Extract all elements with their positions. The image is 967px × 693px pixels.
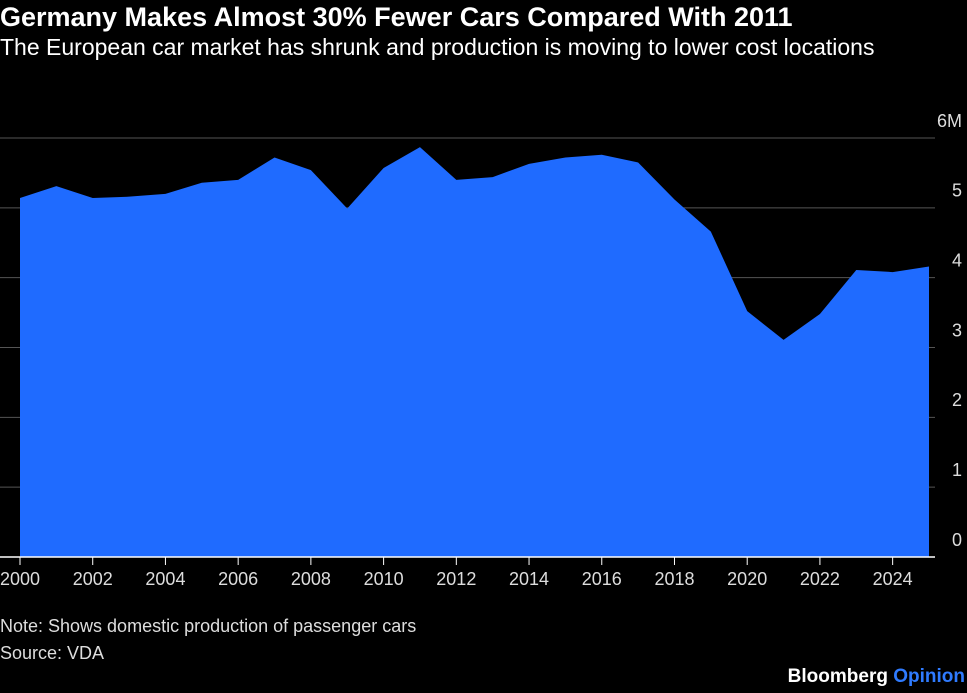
x-tick-label: 2006 — [218, 569, 258, 589]
x-tick-label: 2022 — [800, 569, 840, 589]
chart-subtitle: The European car market has shrunk and p… — [0, 34, 875, 60]
x-tick-label: 2002 — [73, 569, 113, 589]
x-tick-label: 2012 — [436, 569, 476, 589]
brand-name: Bloomberg — [787, 666, 888, 687]
x-tick-label: 2000 — [0, 569, 40, 589]
chart-title: Germany Makes Almost 30% Fewer Cars Comp… — [0, 2, 793, 32]
source: Source: VDA — [0, 643, 105, 663]
y-tick-label: 6M — [937, 111, 962, 131]
y-tick-label: 1 — [952, 460, 962, 480]
x-tick-label: 2010 — [364, 569, 404, 589]
x-tick-label: 2014 — [509, 569, 549, 589]
x-tick-label: 2018 — [654, 569, 694, 589]
note: Note: Shows domestic production of passe… — [0, 616, 417, 636]
x-tick-label: 2004 — [145, 569, 185, 589]
x-tick-label: 2024 — [873, 569, 913, 589]
y-tick-label: 2 — [952, 390, 962, 410]
y-tick-label: 5 — [952, 181, 962, 201]
x-tick-label: 2020 — [727, 569, 767, 589]
x-tick-label: 2016 — [582, 569, 622, 589]
brand: Bloomberg Opinion — [788, 666, 965, 688]
x-tick-label: 2008 — [291, 569, 331, 589]
y-tick-label: 0 — [952, 530, 962, 550]
brand-sub: Opinion — [893, 666, 965, 687]
y-tick-label: 4 — [952, 250, 962, 270]
area — [20, 147, 929, 557]
y-tick-label: 3 — [952, 320, 962, 340]
